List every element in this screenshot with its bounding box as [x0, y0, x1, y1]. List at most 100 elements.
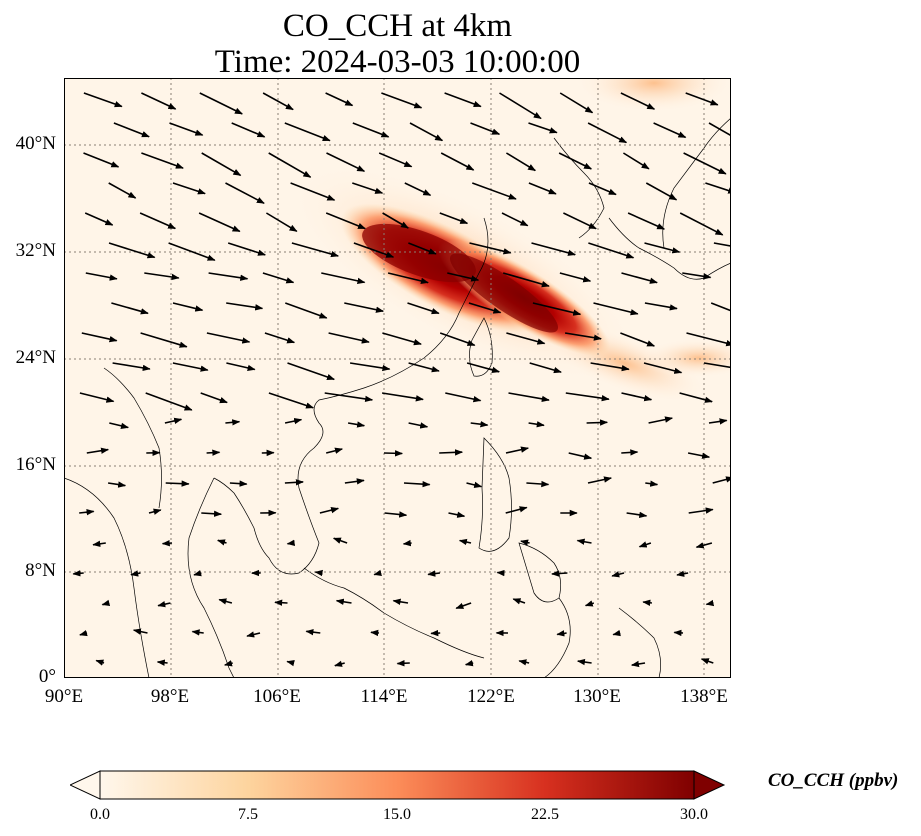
wind-arrow [79, 392, 115, 403]
wind-arrow [392, 598, 409, 605]
wind-arrow [172, 362, 209, 372]
wind-arrow [556, 630, 567, 637]
colorbar-extend-high [693, 770, 726, 800]
wind-arrow [305, 628, 321, 636]
wind-arrow [157, 601, 171, 608]
wind-arrow [95, 659, 105, 666]
colorbar-extend-low [70, 770, 101, 800]
wind-arrow [622, 152, 650, 170]
wind-arrow [382, 212, 409, 229]
wind-arrow [85, 272, 118, 281]
wind-arrow [108, 242, 156, 259]
wind-arrow [148, 508, 162, 515]
wind-arrow [382, 332, 422, 346]
gridlines [64, 78, 731, 678]
wind-arrow [439, 332, 476, 347]
lon-label-106e: 106°E [253, 686, 301, 707]
lat-label-24n: 24°N [15, 347, 56, 368]
wind-arrow [199, 92, 243, 115]
wind-arrow [344, 478, 365, 485]
wind-arrow [644, 242, 681, 254]
colorbar-tick-22-5: 22.5 [531, 806, 559, 823]
wind-arrow [201, 510, 222, 517]
coastlines [64, 117, 731, 678]
wind-arrow [528, 182, 557, 195]
wind-arrow [384, 511, 408, 518]
wind-arrow [703, 362, 731, 369]
wind-arrow [83, 92, 123, 108]
wind-arrow [528, 421, 545, 428]
wind-arrow [402, 539, 412, 547]
wind-arrow [468, 302, 502, 314]
wind-arrow [172, 302, 204, 312]
wind-arrow [141, 92, 177, 110]
wind-arrow [593, 302, 639, 316]
wind-arrow [440, 152, 475, 171]
wind-arrow [496, 569, 505, 577]
wind-arrow [335, 598, 352, 605]
lat-label-8n: 8°N [25, 560, 56, 581]
wind-arrow [408, 242, 437, 255]
lon-label-130e: 130°E [573, 686, 621, 707]
wind-arrow [140, 332, 188, 348]
wind-arrow [226, 302, 264, 311]
wind-arrow [501, 212, 529, 227]
wind-arrow [576, 538, 592, 545]
lat-label-16n: 16°N [15, 454, 56, 475]
wind-arrow [708, 418, 728, 425]
wind-arrow [563, 212, 597, 230]
wind-arrow [642, 599, 652, 606]
wind-arrow [334, 660, 345, 667]
wind-arrow [648, 416, 673, 424]
wind-arrow [224, 660, 233, 667]
wind-arrow [112, 362, 151, 372]
wind-arrow [347, 421, 366, 428]
wind-arrow [387, 272, 429, 285]
wind-arrow [378, 152, 413, 168]
wind-arrow [505, 506, 528, 514]
wind-arrow [226, 362, 256, 372]
wind-arrow [268, 392, 314, 409]
wind-arrow [470, 421, 489, 428]
wind-arrow [373, 569, 382, 577]
wind-arrow [676, 570, 689, 577]
wind-arrow [291, 242, 339, 258]
wind-arrow [84, 212, 114, 226]
wind-arrow [620, 92, 656, 110]
wind-arrow [627, 212, 666, 230]
wind-arrow [265, 212, 298, 232]
colorbar-tick-30: 30.0 [680, 806, 708, 823]
wind-arrow [161, 539, 173, 547]
wind-arrow [403, 480, 431, 488]
wind-arrow [408, 362, 440, 373]
wind-arrow [587, 476, 612, 484]
wind-arrow [326, 152, 366, 173]
wind-arrow [458, 538, 472, 546]
wind-arrow [344, 302, 384, 313]
wind-arrow [325, 212, 366, 230]
wind-arrow [448, 511, 466, 518]
wind-arrow [101, 599, 111, 606]
wind-arrow [132, 628, 148, 635]
wind-arrow [268, 152, 312, 178]
wind-arrow [638, 541, 652, 548]
wind-arrow [113, 122, 150, 138]
wind-arrow [352, 122, 390, 138]
wind-arrow [466, 481, 483, 489]
wind-arrow [499, 92, 542, 120]
wind-arrow [284, 479, 304, 486]
wind-arrow [200, 392, 228, 404]
wind-arrow [111, 302, 149, 315]
wind-arrow [679, 392, 713, 403]
wind-arrow [695, 542, 713, 549]
wind-arrow [72, 570, 84, 577]
wind-arrow [325, 92, 354, 107]
wind-arrow [588, 182, 617, 196]
lat-label-40n: 40°N [15, 133, 56, 154]
wind-arrow [621, 392, 653, 402]
wind-arrow [370, 629, 380, 637]
wind-arrow [439, 212, 469, 225]
wind-arrow [286, 659, 295, 667]
wind-arrow [381, 392, 424, 402]
wind-arrow [528, 122, 558, 134]
